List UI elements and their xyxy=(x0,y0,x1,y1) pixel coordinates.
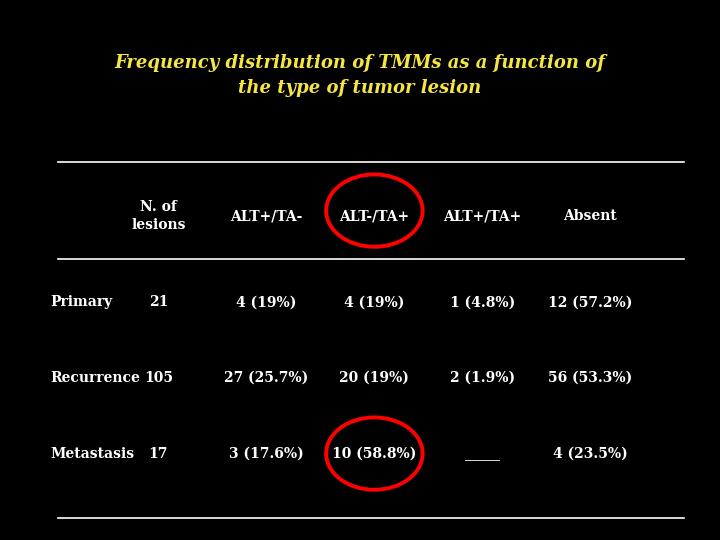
Text: 105: 105 xyxy=(144,371,173,385)
Text: ALT+/TA+: ALT+/TA+ xyxy=(444,209,521,223)
Text: 12 (57.2%): 12 (57.2%) xyxy=(548,295,633,309)
Text: N. of
lesions: N. of lesions xyxy=(131,200,186,232)
Text: 1 (4.8%): 1 (4.8%) xyxy=(450,295,515,309)
Text: Recurrence: Recurrence xyxy=(50,371,140,385)
Text: Metastasis: Metastasis xyxy=(50,447,135,461)
Text: _____: _____ xyxy=(465,447,500,461)
Text: Absent: Absent xyxy=(564,209,617,223)
Text: ALT+/TA-: ALT+/TA- xyxy=(230,209,302,223)
Text: Frequency distribution of TMMs as a function of
the type of tumor lesion: Frequency distribution of TMMs as a func… xyxy=(114,54,606,97)
Text: 20 (19%): 20 (19%) xyxy=(339,371,410,385)
Text: 17: 17 xyxy=(149,447,168,461)
Text: Primary: Primary xyxy=(50,295,112,309)
Text: 4 (19%): 4 (19%) xyxy=(344,295,405,309)
Text: 4 (23.5%): 4 (23.5%) xyxy=(553,447,628,461)
Text: 4 (19%): 4 (19%) xyxy=(236,295,297,309)
Text: 27 (25.7%): 27 (25.7%) xyxy=(224,371,309,385)
Text: 10 (58.8%): 10 (58.8%) xyxy=(332,447,417,461)
Text: 56 (53.3%): 56 (53.3%) xyxy=(548,371,633,385)
Text: 3 (17.6%): 3 (17.6%) xyxy=(229,447,304,461)
Text: 2 (1.9%): 2 (1.9%) xyxy=(450,371,515,385)
Text: 21: 21 xyxy=(149,295,168,309)
Text: ALT-/TA+: ALT-/TA+ xyxy=(339,209,410,223)
